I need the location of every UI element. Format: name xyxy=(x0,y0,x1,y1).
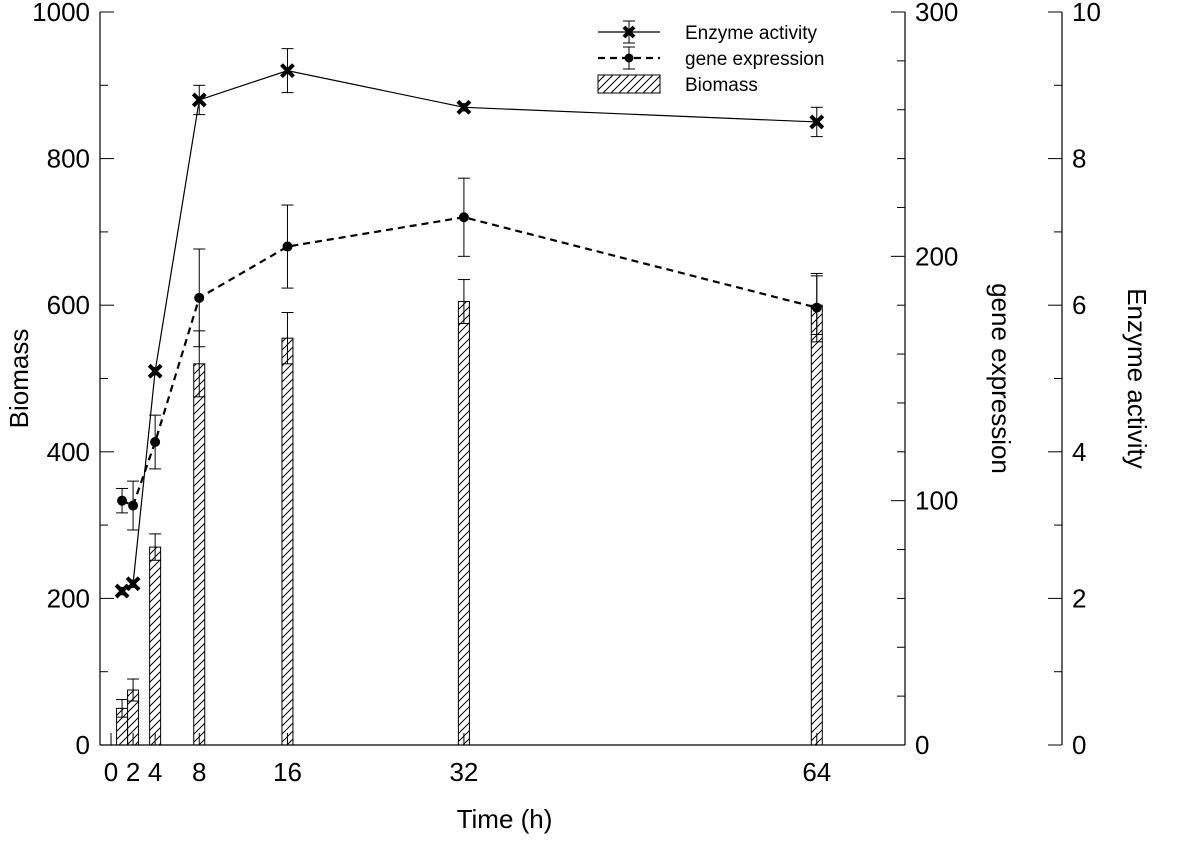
y-enzyme-tick-label: 8 xyxy=(1072,144,1086,174)
y-left-axis-title: Biomass xyxy=(4,329,34,429)
x-tick-label: 32 xyxy=(449,757,478,787)
biomass-bars xyxy=(116,275,823,746)
gene-expression-point xyxy=(282,241,293,252)
x-marker-stroke xyxy=(622,25,636,39)
legend-label: Biomass xyxy=(685,75,758,96)
y-enzyme-tick-label: 6 xyxy=(1072,290,1086,320)
enzyme-activity-point xyxy=(125,576,141,592)
y-gene-tick-label: 0 xyxy=(915,730,929,760)
legend-marker-x xyxy=(622,25,636,39)
x-tick-label: 2 xyxy=(126,757,140,787)
x-marker-stroke xyxy=(125,576,141,592)
x-marker-stroke xyxy=(114,583,130,599)
biomass-error-bar xyxy=(281,312,294,365)
y-enzyme-tick-label: 2 xyxy=(1072,583,1086,613)
x-marker-stroke xyxy=(191,92,207,108)
biomass-error-bar xyxy=(149,533,162,561)
x-axis-title: Time (h) xyxy=(457,804,553,834)
gene-expression-point xyxy=(150,437,161,448)
biomass-bar xyxy=(810,304,823,746)
gene-expression-point xyxy=(458,212,469,223)
enzyme-activity-point xyxy=(147,363,163,379)
gene-expression-point xyxy=(194,292,205,303)
x-tick-label: 64 xyxy=(802,757,831,787)
gene-expression-point xyxy=(811,302,822,313)
series-lines xyxy=(114,48,825,599)
x-marker-stroke xyxy=(280,63,295,79)
x-tick-label: 4 xyxy=(148,757,162,787)
y-gene-axis-title: gene expression xyxy=(986,283,1016,474)
legend-swatch-biomass xyxy=(597,74,661,94)
biomass-bar xyxy=(457,301,470,746)
y-left-tick-label: 200 xyxy=(47,583,90,613)
biomass-bar xyxy=(193,363,206,746)
biomass-error-bar xyxy=(457,279,470,325)
biomass-error-bar xyxy=(116,699,129,718)
legend-marker-circle xyxy=(624,53,634,63)
y-left-tick-label: 400 xyxy=(47,437,90,467)
enzyme-activity-point xyxy=(114,583,130,599)
legend-label: gene expression xyxy=(685,49,824,70)
legend: Enzyme activity gene expression Biomass xyxy=(597,20,824,96)
legend-entry: Enzyme activity xyxy=(598,20,817,44)
y-left-tick-label: 1000 xyxy=(32,0,90,27)
biomass-bar xyxy=(281,337,294,746)
enzyme-activity-point xyxy=(191,92,207,108)
y-gene-tick-label: 200 xyxy=(915,241,958,271)
enzyme-activity-point xyxy=(809,114,825,130)
y-gene-tick-label: 100 xyxy=(915,486,958,516)
gene-expression-point xyxy=(128,500,139,511)
x-marker-stroke xyxy=(147,363,163,379)
gene-expression-point xyxy=(117,495,128,506)
x-tick-label: 16 xyxy=(273,757,302,787)
enzyme-activity-point xyxy=(280,63,295,79)
y-enzyme-tick-label: 4 xyxy=(1072,437,1086,467)
y-gene-tick-label: 300 xyxy=(915,0,958,27)
biomass-error-bar xyxy=(127,678,140,702)
legend-entry: gene expression xyxy=(598,46,824,70)
x-marker-stroke xyxy=(456,99,472,115)
enzyme-activity-point xyxy=(456,99,472,115)
y-left-tick-label: 800 xyxy=(47,144,90,174)
x-tick-label: 8 xyxy=(192,757,206,787)
y-left-tick-label: 0 xyxy=(76,730,90,760)
y-enzyme-tick-label: 10 xyxy=(1072,0,1101,27)
y-enzyme-axis-title: Enzyme activity xyxy=(1122,288,1152,469)
x-marker-stroke xyxy=(809,114,825,130)
biomass-bar xyxy=(149,546,162,746)
x-tick-label: 0 xyxy=(104,757,118,787)
legend-entry: Biomass xyxy=(597,74,758,96)
y-left-tick-label: 600 xyxy=(47,290,90,320)
y-enzyme-tick-label: 0 xyxy=(1072,730,1086,760)
legend-label: Enzyme activity xyxy=(685,23,817,44)
